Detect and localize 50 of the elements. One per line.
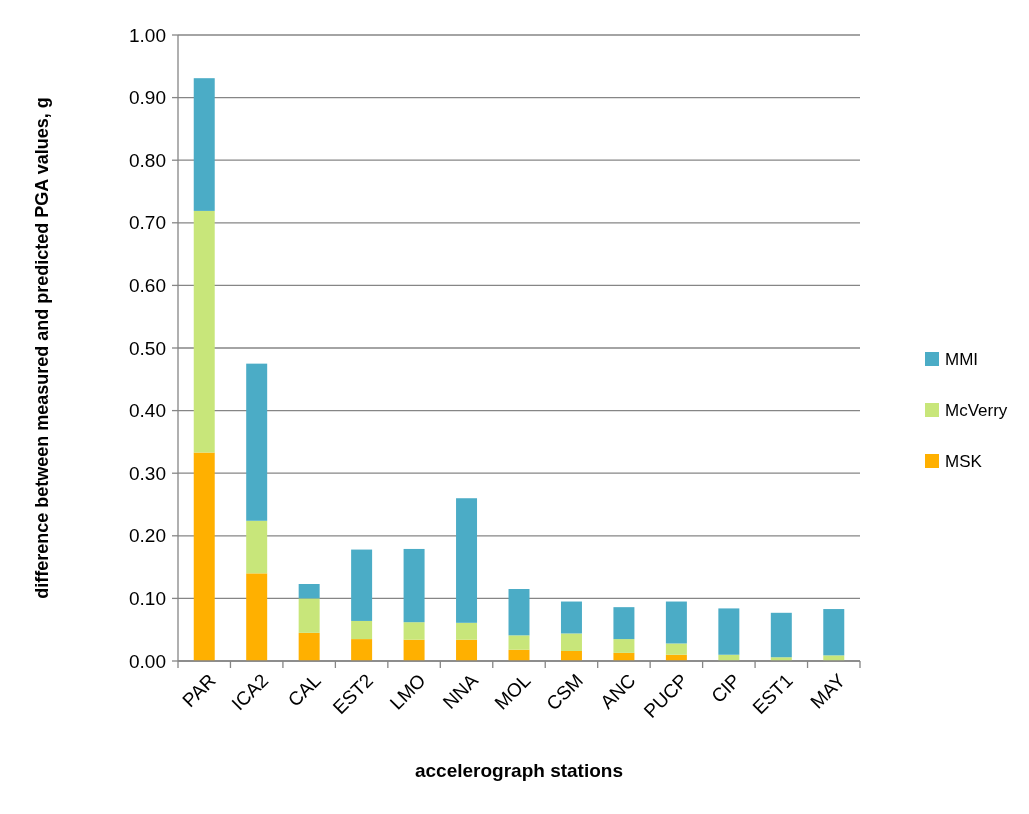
- y-tick-label: 0.70: [129, 212, 166, 234]
- x-tick-label: CAL: [283, 669, 325, 711]
- bar: [456, 639, 478, 661]
- bar: [665, 601, 687, 644]
- y-tick-label: 0.60: [129, 275, 166, 297]
- bar: [560, 601, 582, 634]
- bar: [613, 639, 635, 653]
- y-axis-title: difference between measured and predicted PGA values, g: [32, 97, 52, 599]
- y-tick-label: 0.40: [129, 400, 166, 422]
- bar: [718, 608, 740, 655]
- x-tick-label: PAR: [178, 669, 220, 712]
- x-tick-label: MOL: [490, 669, 535, 714]
- bar: [246, 363, 268, 521]
- bar: [298, 598, 320, 633]
- bar: [508, 589, 530, 636]
- y-tick-label: 0.10: [129, 588, 166, 610]
- bar: [246, 573, 268, 661]
- bar: [246, 520, 268, 574]
- y-tick-label: 0.90: [129, 87, 166, 109]
- bar: [770, 612, 792, 658]
- bar: [665, 643, 687, 655]
- legend-label: McVerry: [945, 400, 1008, 420]
- bar: [193, 452, 215, 661]
- bar: [560, 633, 582, 651]
- bar: [403, 548, 425, 623]
- bar: [351, 639, 373, 661]
- bar: [456, 498, 478, 623]
- y-tick-label: 0.20: [129, 525, 166, 547]
- y-tick-label: 0.80: [129, 149, 166, 171]
- legend-label: MSK: [945, 451, 983, 471]
- bar: [823, 609, 845, 656]
- bar: [298, 584, 320, 599]
- bar: [298, 632, 320, 661]
- bar: [193, 78, 215, 211]
- bar: [456, 622, 478, 640]
- bar: [351, 549, 373, 621]
- legend-label: MMI: [945, 349, 979, 369]
- bar: [403, 622, 425, 640]
- y-tick-label: 0.50: [129, 337, 166, 359]
- y-tick-label: 1.00: [129, 24, 166, 46]
- y-tick-label: 0.30: [129, 462, 166, 484]
- x-tick-label: CIP: [707, 669, 745, 707]
- bar: [403, 639, 425, 661]
- bar: [613, 607, 635, 640]
- bar: [351, 620, 373, 640]
- bar: [193, 210, 215, 453]
- bar: [560, 650, 582, 661]
- y-tick-label: 0.00: [129, 650, 166, 672]
- x-axis-title: accelerograph stations: [414, 760, 624, 781]
- bar: [508, 635, 530, 650]
